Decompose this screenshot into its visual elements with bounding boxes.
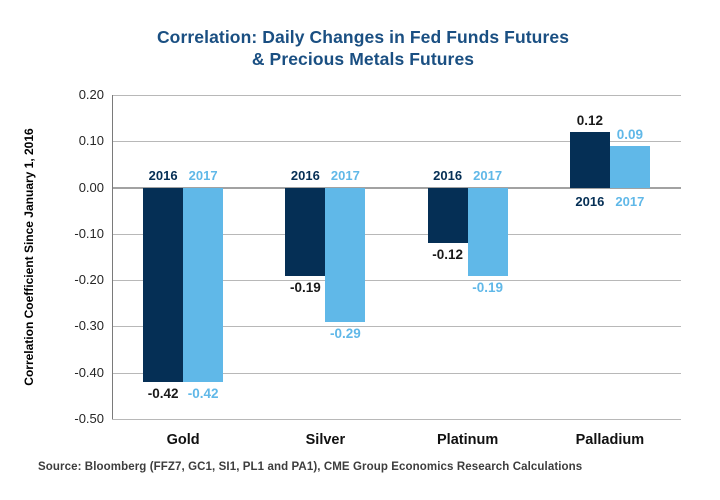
y-tick-label: 0.10 <box>78 133 104 149</box>
y-tick-label: -0.10 <box>74 225 104 241</box>
bar-2017-platinum <box>467 187 508 276</box>
value-label-2016-palladium: 0.12 <box>576 113 604 129</box>
bar-2017-gold <box>183 187 224 382</box>
chart-title-line1: Correlation: Daily Changes in Fed Funds … <box>156 27 570 47</box>
plot-area: 0.20 0.10 0.00 -0.10 -0.20 -0.30 -0.40 -0.50 -0.… <box>74 87 681 448</box>
value-label-2017-silver: -0.29 <box>329 325 361 341</box>
y-tick-label: -0.50 <box>74 411 104 426</box>
y-tick-label: -0.40 <box>74 364 104 380</box>
x-category-label-platinum: Platinum <box>437 432 499 448</box>
bar-2017-palladium <box>609 145 650 188</box>
gridline <box>112 419 681 420</box>
y-axis-title: Correlation Coefficient Since January 1,… <box>22 128 36 386</box>
gridline <box>112 95 681 96</box>
gridline <box>112 233 681 235</box>
gridline <box>112 372 681 374</box>
bar-2016-platinum <box>427 187 468 244</box>
bar-2016-silver <box>285 187 326 276</box>
x-category-label-gold: Gold <box>166 432 200 448</box>
series-label-2017-silver: 2017 <box>330 167 360 183</box>
bar-2016-palladium <box>569 132 610 188</box>
value-label-2016-silver: -0.19 <box>289 279 321 295</box>
series-label-2017-palladium: 2017 <box>615 193 645 209</box>
value-label-2017-platinum: -0.19 <box>472 279 504 295</box>
series-label-2016-gold: 2016 <box>148 167 178 183</box>
gridline <box>112 280 681 282</box>
y-tick-label: -0.20 <box>74 272 104 288</box>
series-label-2016-platinum: 2016 <box>433 167 463 183</box>
gridline <box>112 326 681 328</box>
series-label-2016-silver: 2016 <box>290 167 320 183</box>
bar-2017-silver <box>325 187 366 322</box>
series-label-2016-palladium: 2016 <box>575 193 605 209</box>
y-tick-label: 0.20 <box>78 87 104 102</box>
bar-2016-gold <box>143 187 184 382</box>
value-label-2016-gold: -0.42 <box>147 385 179 401</box>
x-category-label-silver: Silver <box>305 432 346 448</box>
y-axis-line <box>112 95 113 419</box>
gridline <box>112 141 681 143</box>
value-label-2016-platinum: -0.12 <box>432 247 464 263</box>
series-label-2017-platinum: 2017 <box>473 167 503 183</box>
value-label-2017-gold: -0.42 <box>187 385 219 401</box>
x-category-label-palladium: Palladium <box>575 432 645 448</box>
y-tick-label: 0.00 <box>78 179 104 195</box>
chart-title-line2: & Precious Metals Futures <box>251 49 475 69</box>
zero-gridline <box>112 186 681 189</box>
value-label-2017-palladium: 0.09 <box>616 126 644 142</box>
chart-title: Correlation: Daily Changes in Fed Funds … <box>0 26 720 70</box>
y-tick-label: -0.30 <box>74 318 104 334</box>
series-label-2017-gold: 2017 <box>188 167 218 183</box>
source-note: Source: Bloomberg (FFZ7, GC1, SI1, PL1 a… <box>38 461 583 473</box>
